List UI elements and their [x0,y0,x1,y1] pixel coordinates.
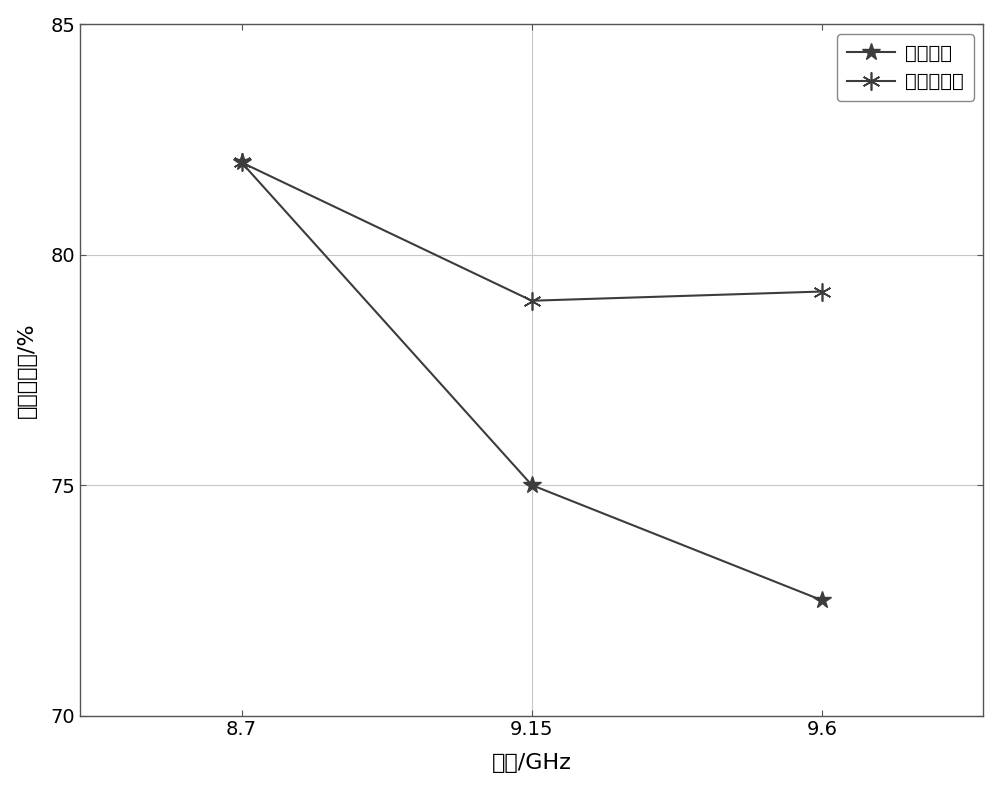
Line: 现有方法: 现有方法 [233,153,831,609]
X-axis label: 载频/GHz: 载频/GHz [492,754,572,773]
现有方法 [236,158,248,167]
现有方法 [816,596,828,605]
本发明方法 [816,287,828,296]
Legend: 现有方法, 本发明方法: 现有方法, 本发明方法 [837,34,974,101]
本发明方法 [526,296,538,306]
本发明方法 [236,158,248,167]
Line: 本发明方法: 本发明方法 [233,153,831,310]
现有方法 [526,480,538,490]
Y-axis label: 准确识别率/%: 准确识别率/% [17,322,37,418]
